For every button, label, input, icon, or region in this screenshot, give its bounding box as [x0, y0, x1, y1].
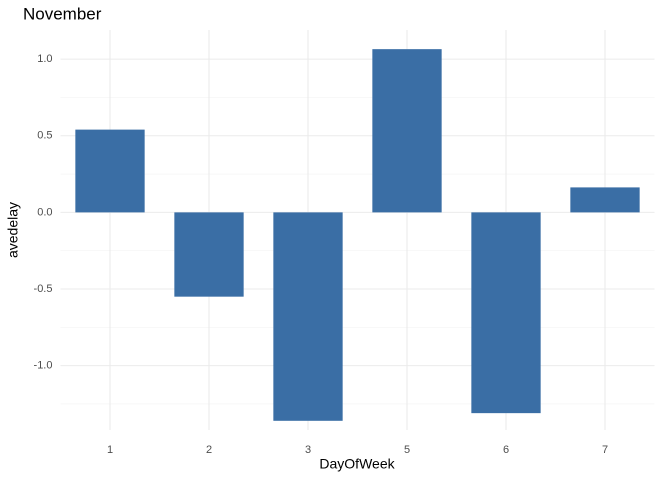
x-tick-label: 6: [503, 444, 509, 456]
bar: [372, 49, 442, 213]
y-tick-label: -0.5: [34, 283, 53, 295]
x-tick-label: 5: [404, 444, 410, 456]
bar: [174, 212, 244, 297]
x-axis-label: DayOfWeek: [319, 456, 395, 472]
bar: [273, 212, 343, 421]
y-axis-label: avedelay: [5, 202, 21, 258]
y-tick-label: 1.0: [37, 53, 52, 65]
chart-title: November: [23, 4, 102, 23]
bar: [471, 212, 541, 414]
bar: [75, 129, 145, 213]
bar: [570, 187, 640, 213]
x-tick-label: 2: [206, 444, 212, 456]
x-tick-label: 3: [305, 444, 311, 456]
y-tick-label: -1.0: [34, 360, 53, 372]
y-tick-label: 0.0: [37, 206, 52, 218]
x-tick-label: 7: [602, 444, 608, 456]
y-tick-label: 0.5: [37, 130, 52, 142]
x-tick-label: 1: [107, 444, 113, 456]
